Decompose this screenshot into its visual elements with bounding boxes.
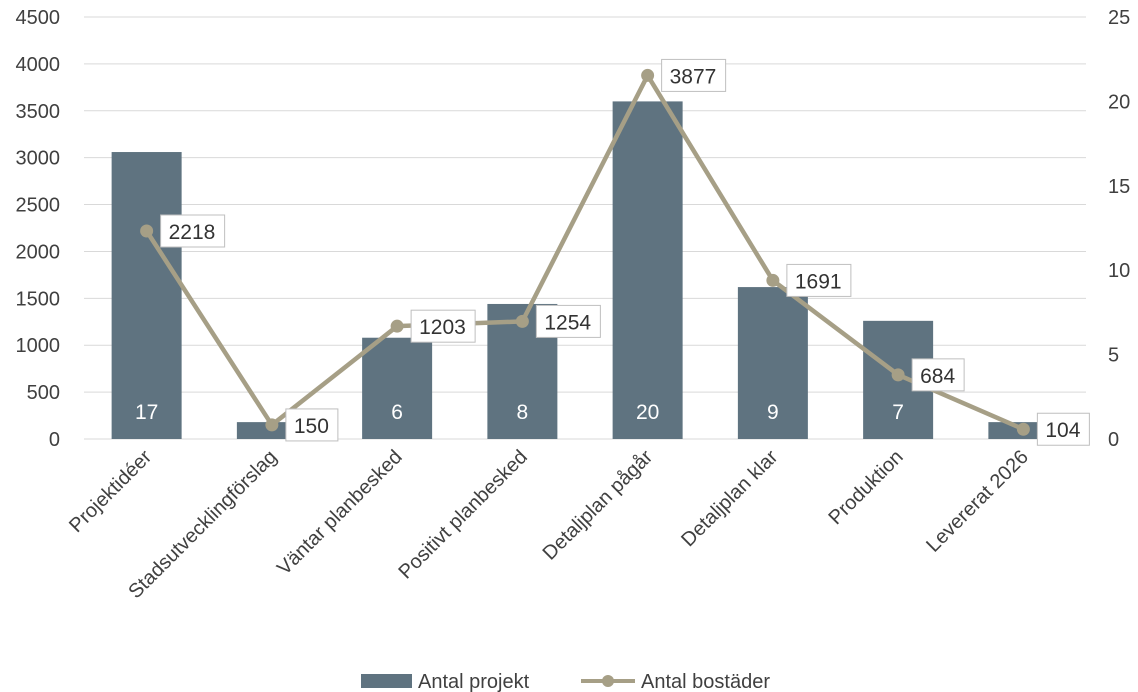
line-point — [265, 418, 279, 432]
line-data-label-box — [410, 309, 476, 343]
bar-data-label: 7 — [892, 401, 904, 424]
line-data-label: 1203 — [419, 316, 466, 339]
category-label: Positivt planbesked — [394, 446, 531, 583]
category-label: Levererat 2026 — [922, 446, 1033, 557]
category-label: Väntar planbesked — [273, 446, 406, 579]
line-data-labels: 2218 150 1203 1254 3877 1691 684 104 — [160, 58, 1090, 446]
legend-swatch-marker — [602, 675, 614, 687]
bar — [612, 101, 683, 440]
legend: Antal projekt Antal bostäder — [361, 671, 770, 692]
line-point — [891, 368, 905, 382]
y-tick-label: 1000 — [16, 335, 61, 357]
category-label: Produktion — [824, 446, 907, 529]
legend-swatch-bars — [361, 674, 412, 688]
category-label: Detaljplan klar — [677, 446, 782, 551]
line-point — [641, 68, 655, 82]
category-label: Detaljplan pågår — [539, 446, 658, 565]
line-data-label: 684 — [920, 365, 955, 388]
secondary-y-axis: 0 5 10 15 20 25 — [1108, 7, 1130, 451]
line-data-label-box — [661, 58, 727, 92]
bar-data-label: 17 — [135, 401, 158, 424]
legend-label-bars: Antal projekt — [418, 671, 530, 692]
primary-y-axis: 0 500 1000 1500 2000 2500 3000 3500 4000 4500 — [16, 7, 61, 451]
line-data-label-box — [1036, 412, 1090, 446]
line-data-label-box — [160, 214, 226, 248]
line-point — [1016, 422, 1030, 436]
y-tick-label: 2500 — [16, 195, 61, 217]
y-tick-label: 0 — [49, 429, 60, 451]
line-data-label-box — [911, 358, 965, 392]
y-tick-label: 3000 — [16, 148, 61, 170]
bar — [737, 287, 808, 439]
y-tick-label: 4500 — [16, 7, 61, 29]
line-data-label: 150 — [294, 415, 329, 438]
bar — [111, 152, 182, 440]
line-data-label: 2218 — [169, 221, 216, 244]
y-tick-label: 500 — [27, 382, 60, 404]
y2-tick-label: 25 — [1108, 7, 1130, 29]
y2-tick-label: 20 — [1108, 91, 1130, 113]
bar-data-label: 9 — [767, 401, 779, 424]
bar-data-label: 8 — [517, 401, 529, 424]
bar-data-label: 6 — [391, 401, 403, 424]
line-point — [766, 273, 780, 287]
line-data-label: 104 — [1045, 419, 1080, 442]
line-data-label: 3877 — [670, 65, 717, 88]
line-series — [140, 68, 1030, 436]
y-tick-label: 3500 — [16, 101, 61, 123]
y-tick-label: 4000 — [16, 54, 61, 76]
y2-tick-label: 15 — [1108, 176, 1130, 198]
y-tick-label: 1500 — [16, 288, 61, 310]
line-point — [515, 314, 529, 328]
line-point — [390, 319, 404, 333]
category-axis: ProjektidéerStadsutvecklingförslagVäntar… — [65, 446, 1033, 603]
legend-label-line: Antal bostäder — [641, 671, 770, 692]
y2-tick-label: 10 — [1108, 260, 1130, 282]
line-data-label: 1691 — [795, 270, 842, 293]
bar-series — [111, 101, 1059, 440]
line-data-label: 1254 — [544, 311, 591, 334]
bar — [362, 337, 433, 439]
category-label: Projektidéer — [65, 446, 156, 537]
bar-data-labels: 17 6 8 20 9 7 — [135, 401, 904, 424]
y2-tick-label: 5 — [1108, 345, 1119, 367]
line-point — [140, 224, 154, 238]
line-data-label-box — [535, 304, 601, 338]
line-data-label-box — [786, 263, 852, 297]
line-data-label-box — [285, 408, 339, 442]
y2-tick-label: 0 — [1108, 429, 1119, 451]
bar-data-label: 20 — [636, 401, 659, 424]
y-tick-label: 2000 — [16, 241, 61, 263]
